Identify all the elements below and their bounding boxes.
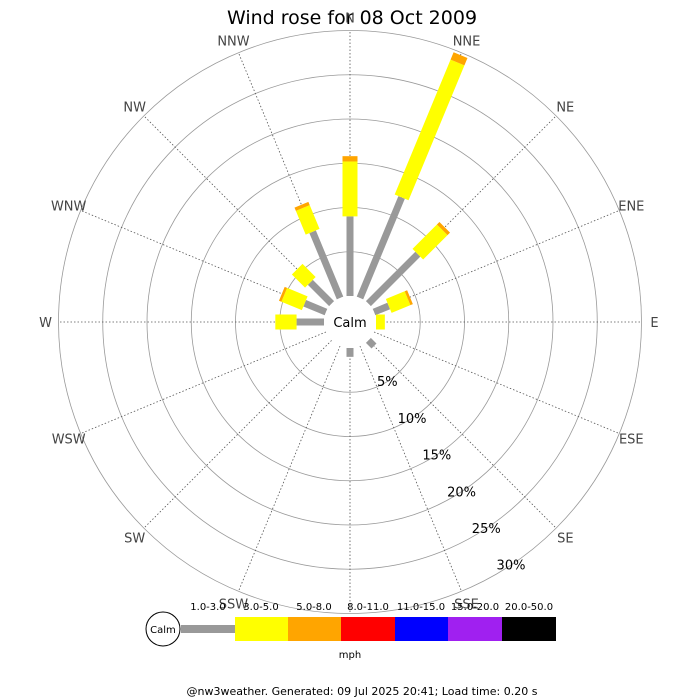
wind-bars — [275, 52, 468, 357]
legend-swatch-4 — [341, 617, 395, 641]
legend-swatch-2 — [235, 617, 288, 641]
legend-label-6: 15.0-20.0 — [451, 602, 499, 613]
legend-label-5: 11.0-15.0 — [397, 602, 445, 613]
spoke-sw — [143, 340, 332, 529]
calm-circle — [324, 296, 376, 348]
legend-swatch-6 — [448, 617, 502, 641]
grid-ring-4 — [146, 118, 554, 526]
legend-label-4: 8.0-11.0 — [347, 602, 389, 613]
direction-label-ssw: SSW — [219, 597, 249, 612]
spoke-nw — [143, 115, 332, 304]
legend-swatch-5 — [395, 617, 448, 641]
ring-labels: 5% 10% 15% 20% 25% 30% — [377, 375, 525, 573]
direction-label-wnw: WNW — [51, 199, 87, 214]
direction-label-nne: NNE — [453, 35, 481, 50]
spoke-wnw — [80, 210, 327, 313]
ring-label-3: 15% — [422, 449, 451, 464]
direction-label-nnw: NNW — [217, 35, 249, 50]
spoke-wsw — [80, 331, 327, 434]
bar-wnw-bin-3 — [278, 286, 288, 302]
bar-ene-bin-1 — [372, 302, 391, 316]
spoke-ese — [373, 331, 620, 434]
bar-ne-bin-3 — [436, 221, 451, 236]
ring-label-4: 20% — [447, 485, 476, 500]
bar-ene-bin-3 — [404, 290, 413, 306]
direction-label-ene: ENE — [618, 199, 644, 214]
bar-ene-bin-2 — [385, 291, 411, 313]
legend-swatch-3 — [288, 617, 341, 641]
bar-nne-bin-1 — [356, 196, 405, 300]
bar-se-bin-1 — [365, 337, 377, 349]
direction-label-n: N — [345, 12, 355, 27]
footer-text: @nw3weather. Generated: 09 Jul 2025 20:4… — [187, 685, 538, 698]
bar-ne-bin-2 — [412, 224, 448, 260]
direction-label-sse: SSE — [454, 597, 479, 612]
direction-label-se: SE — [557, 531, 573, 546]
ring-label-2: 10% — [398, 412, 427, 427]
bar-wnw-bin-1 — [303, 300, 328, 316]
legend-label-7: 20.0-50.0 — [505, 602, 553, 613]
legend-calm-circle — [145, 611, 181, 647]
direction-label-ne: NE — [556, 101, 574, 116]
bar-nnw-bin-3 — [294, 201, 310, 211]
direction-label-nw: NW — [123, 101, 146, 116]
direction-label-w: W — [39, 316, 52, 331]
spoke-ssw — [238, 345, 341, 592]
bar-nnw-bin-2 — [295, 205, 320, 235]
bar-nw-bin-2 — [291, 263, 316, 288]
calm-center: Calm — [324, 296, 376, 348]
chart-title: Wind rose for 08 Oct 2009 — [227, 7, 477, 29]
legend-unit: mph — [339, 650, 361, 661]
direction-label-wsw: WSW — [52, 433, 86, 448]
legend-swatch-7 — [502, 617, 556, 641]
legend-label-2: 3.0-5.0 — [243, 602, 278, 613]
bar-nne-bin-2 — [394, 59, 465, 201]
ring-label-5: 25% — [472, 522, 501, 537]
legend-label-1: 1.0-3.0 — [190, 602, 225, 613]
bar-nnw-bin-1 — [309, 230, 344, 300]
calm-label: Calm — [333, 316, 366, 331]
bar-wnw-bin-2 — [281, 287, 308, 311]
spoke-ne — [368, 115, 557, 304]
bar-ne-bin-1 — [365, 251, 421, 307]
bar-nne-bin-3 — [450, 52, 468, 66]
speed-legend: Calm mph 1.0-3.0 3.0-5.0 5.0-8.0 8.0-11.0 11… — [145, 602, 556, 661]
direction-labels: NNNENEENEEESESESSESSSWSWWSWWWNWNWNNW — [39, 12, 659, 636]
spoke-se — [368, 340, 557, 529]
direction-label-sw: SW — [124, 531, 145, 546]
direction-label-e: E — [650, 316, 658, 331]
legend-swatch-1 — [181, 625, 235, 633]
spoke-ene — [373, 210, 620, 313]
direction-label-ese: ESE — [619, 433, 644, 448]
ring-label-1: 5% — [377, 375, 398, 390]
spoke-sse — [359, 345, 462, 592]
ring-label-6: 30% — [497, 559, 526, 574]
bar-nw-bin-1 — [307, 279, 335, 307]
legend-calm-label: Calm — [150, 625, 176, 636]
spoke-nnw — [238, 52, 341, 299]
grid-ring-6 — [58, 30, 642, 614]
legend-label-3: 5.0-8.0 — [296, 602, 331, 613]
